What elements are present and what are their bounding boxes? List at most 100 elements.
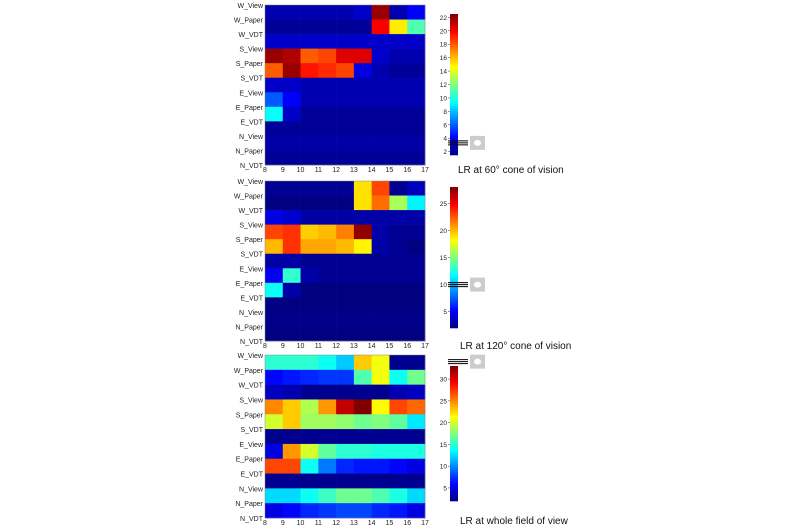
colorbar-tick-label: 5: [443, 485, 447, 492]
heatmap-cell: [318, 443, 337, 460]
y-tick-label: S_Paper: [236, 61, 264, 68]
heatmap-cell: [407, 503, 426, 519]
colorbar-segment: [450, 196, 458, 200]
heatmap-panel-60: W_View W_Paper W_VDT S_View S_Paper S_VDT E_Vi…: [0, 0, 797, 177]
y-tick-label: W_View: [237, 179, 263, 186]
heatmap-cell: [371, 473, 390, 489]
heatmap-cell: [371, 503, 390, 519]
colorbar-segment: [450, 77, 458, 81]
y-tick-label: E_VDT: [240, 295, 263, 302]
colorbar-segment: [450, 145, 458, 149]
colorbar-segment: [450, 231, 458, 235]
colorbar-segment: [450, 492, 458, 495]
heatmap-cell: [336, 48, 355, 64]
colorbar-segment: [450, 309, 458, 312]
heatmap-cell: [407, 135, 426, 151]
heatmap-cell: [336, 150, 355, 166]
colorbar-segment: [450, 390, 458, 394]
x-tick-label: 16: [403, 520, 411, 527]
x-tick-label: 9: [281, 343, 285, 350]
colorbar-segment: [450, 487, 458, 491]
x-tick-label: 17: [421, 520, 429, 527]
heatmap-cell: [353, 77, 372, 93]
heatmap-cell: [300, 268, 319, 284]
heatmap-cell: [318, 210, 337, 225]
colorbar-tick-label: 22: [440, 15, 448, 22]
heatmap-cell: [336, 414, 355, 430]
colorbar-tick-label: 20: [440, 228, 448, 235]
colorbar-segment: [450, 276, 458, 279]
y-tick-label: S_View: [239, 397, 264, 404]
heatmap-cell: [389, 355, 408, 371]
colorbar-segment: [450, 198, 458, 202]
heatmap-cell: [389, 150, 408, 166]
colorbar-segment: [450, 304, 458, 308]
x-tick-label: 11: [315, 520, 322, 527]
y-tick-label: N_VDT: [240, 516, 264, 523]
heatmap-cell: [389, 19, 408, 35]
heatmap-cell: [300, 384, 319, 400]
colorbar-segment: [450, 384, 458, 387]
heatmap-cell: [407, 5, 426, 20]
colorbar-tick-label: 10: [440, 95, 448, 102]
colorbar-segment: [450, 269, 458, 272]
colorbar-segment: [450, 84, 458, 88]
colorbar-segment: [450, 325, 458, 329]
heatmap-cell: [282, 384, 301, 400]
heatmap-cell: [336, 503, 355, 519]
colorbar-segment: [450, 415, 458, 419]
heatmap-cell: [371, 63, 390, 79]
colorbar-segment: [450, 93, 458, 97]
heatmap-cell: [282, 369, 301, 385]
colorbar-segment: [450, 306, 458, 310]
heatmap-cell: [300, 77, 319, 93]
heatmap-cell: [282, 488, 301, 504]
x-tick-label: 11: [315, 343, 322, 350]
heatmap-cell: [353, 282, 372, 298]
heatmap-cell: [407, 384, 426, 400]
heatmap-cell: [282, 473, 301, 489]
colorbar-segment: [450, 323, 458, 326]
colorbar-tick-label: 25: [440, 201, 448, 208]
heatmap-cell: [300, 34, 319, 49]
eye-icon: [474, 358, 481, 365]
x-tick-label: 13: [350, 167, 358, 174]
heatmap-cell: [265, 282, 284, 298]
colorbar-segment: [450, 108, 458, 111]
plot-frame: [264, 354, 426, 519]
heatmap-cell: [265, 443, 284, 460]
colorbar-segment: [450, 100, 458, 104]
heatmap-cell: [371, 399, 390, 415]
heatmap-cell: [389, 473, 408, 489]
colorbar-segment: [450, 219, 458, 223]
colorbar-segment: [450, 133, 458, 137]
heatmap-cell: [318, 150, 337, 166]
heatmap-cell: [318, 326, 337, 342]
x-tick-label: 8: [263, 167, 267, 174]
colorbar-segment: [450, 201, 458, 204]
heatmap-cell: [407, 239, 426, 255]
heatmap-cell: [318, 355, 337, 371]
heatmap-cell: [282, 77, 301, 93]
heatmap-cell: [371, 326, 390, 342]
colorbar-tick-label: 10: [440, 464, 448, 471]
heatmap-cell: [300, 135, 319, 151]
colorbar-segment: [450, 458, 458, 461]
colorbar-tick-label: 10: [440, 282, 448, 289]
heatmap-cell: [371, 239, 390, 255]
heatmap-cell: [407, 355, 426, 371]
heatmap-cell: [353, 224, 372, 240]
heatmap-cell: [389, 268, 408, 284]
colorbar-segment: [450, 297, 458, 301]
heatmap-cell: [407, 429, 426, 445]
heatmap-cell: [336, 488, 355, 504]
y-tick-label: S_VDT: [240, 76, 263, 83]
colorbar-segment: [450, 35, 458, 38]
heatmap-cell: [371, 121, 390, 137]
heatmap-cell: [318, 253, 337, 269]
colorbar-segment: [450, 75, 458, 78]
heatmap-cell: [389, 326, 408, 342]
colorbar-segment: [450, 25, 458, 29]
colorbar-segment: [450, 241, 458, 244]
heatmap-cell: [371, 195, 390, 211]
